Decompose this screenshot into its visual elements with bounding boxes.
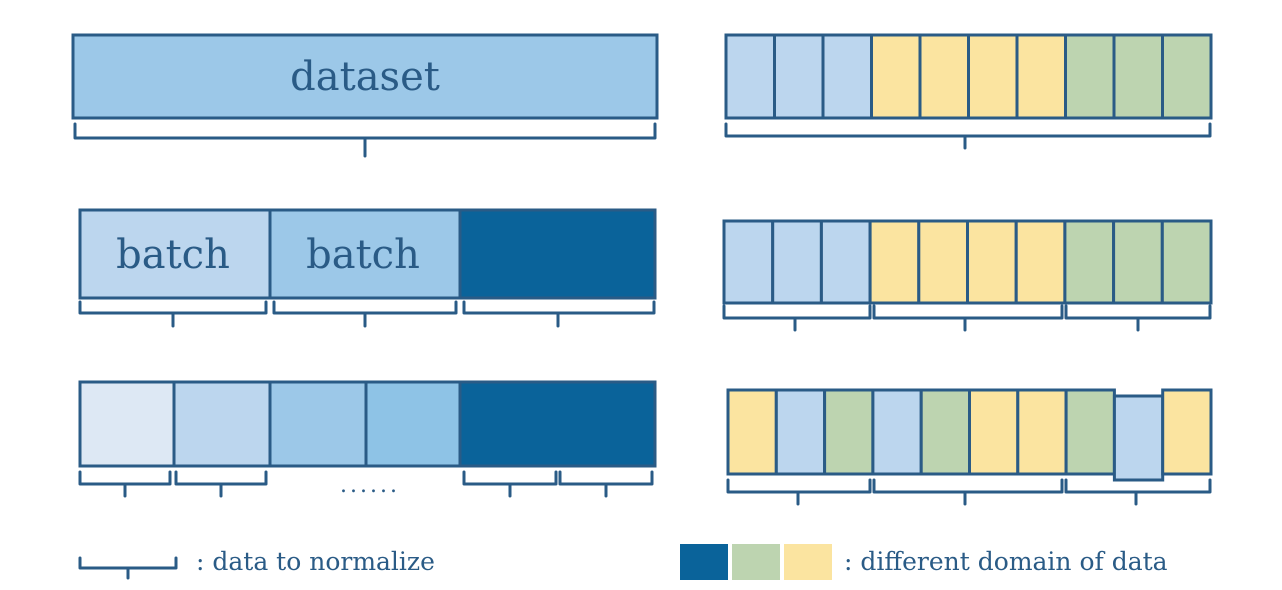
domain-cell-green: [1064, 33, 1116, 120]
domain-cell-yellow: [968, 388, 1020, 476]
domain-cell-yellow: [726, 388, 778, 476]
domain-cell-blue: [819, 219, 872, 305]
domain-row-2: [722, 219, 1213, 305]
domain-cell-yellow: [918, 33, 970, 120]
ellipsis: ......: [340, 473, 400, 498]
domain-row-2-brace-1: [722, 304, 872, 332]
domain-cell-yellow: [1016, 388, 1068, 476]
domain-row-2-brace-3: [1064, 304, 1212, 332]
instance-block-4: [364, 380, 462, 468]
domain-cell-blue: [1112, 394, 1165, 482]
domain-row-2-brace-2: [872, 304, 1064, 332]
domain-cell-blue: [771, 219, 823, 305]
legend: : data to normalize : different domain o…: [78, 544, 1168, 580]
domain-cell-blue: [774, 388, 827, 476]
domain-cell-yellow: [1161, 388, 1213, 476]
batch-block-1: [78, 208, 272, 300]
batch-label-2: batch: [306, 232, 420, 278]
legend-swatch-dark-blue: [680, 544, 728, 580]
legend-swatch-green: [732, 544, 780, 580]
batch-block-3: [458, 208, 657, 300]
instance-block-3: [268, 380, 368, 468]
batch-label-1: batch: [116, 232, 230, 278]
domain-cell-yellow: [1014, 219, 1067, 305]
domain-cell-blue: [821, 33, 873, 120]
domain-row-3: [726, 388, 1213, 482]
domain-cell-green: [1112, 33, 1164, 120]
batch-brace-1: [78, 300, 268, 328]
domain-cell-yellow: [917, 219, 969, 305]
batch-row: batch batch: [78, 208, 657, 328]
batch-brace-2: [272, 300, 458, 328]
domain-cell-green: [823, 388, 875, 476]
domain-cell-green: [919, 388, 972, 476]
domain-cell-green: [1160, 219, 1213, 305]
legend-domain-text: : different domain of data: [844, 547, 1168, 576]
domain-row-3-brace-2: [872, 478, 1064, 506]
instance-block-1: [78, 380, 176, 468]
instance-block-2: [172, 380, 272, 468]
domain-cell-yellow: [966, 219, 1018, 305]
domain-cell-green: [1112, 219, 1164, 305]
domain-cell-blue: [724, 33, 776, 120]
domain-cell-yellow: [870, 33, 922, 120]
batch-block-2: [268, 208, 462, 300]
domain-cell-green: [1063, 219, 1116, 305]
domain-cell-green: [1161, 33, 1213, 120]
domain-cell-blue: [773, 33, 825, 120]
instance-brace-4: [558, 470, 654, 498]
domain-cell-yellow: [868, 219, 921, 305]
domain-cell-yellow: [1015, 33, 1067, 120]
legend-swatch-yellow: [784, 544, 832, 580]
instance-brace-3: [462, 470, 558, 498]
domain-row-1: [724, 33, 1213, 120]
domain-cell-blue: [722, 219, 775, 305]
dataset-label: dataset: [290, 54, 440, 100]
dataset-block: [71, 33, 659, 120]
instance-brace-2: [174, 470, 268, 498]
domain-row-3-brace-1: [726, 478, 872, 506]
batch-brace-3: [462, 300, 656, 328]
dataset-normalize-brace: [73, 122, 657, 158]
instance-row: ......: [78, 380, 657, 498]
domain-cell-green: [1064, 388, 1116, 476]
legend-normalize-text: : data to normalize: [196, 547, 435, 576]
legend-brace-icon: [78, 556, 178, 580]
dataset-row: dataset: [71, 33, 659, 158]
instance-block-5: [458, 380, 657, 468]
domain-cell-blue: [871, 388, 923, 476]
domain-row-3-brace-3: [1064, 478, 1212, 506]
domain-cell-yellow: [967, 33, 1019, 120]
domain-row-1-brace: [724, 122, 1212, 150]
instance-brace-1: [78, 470, 172, 498]
